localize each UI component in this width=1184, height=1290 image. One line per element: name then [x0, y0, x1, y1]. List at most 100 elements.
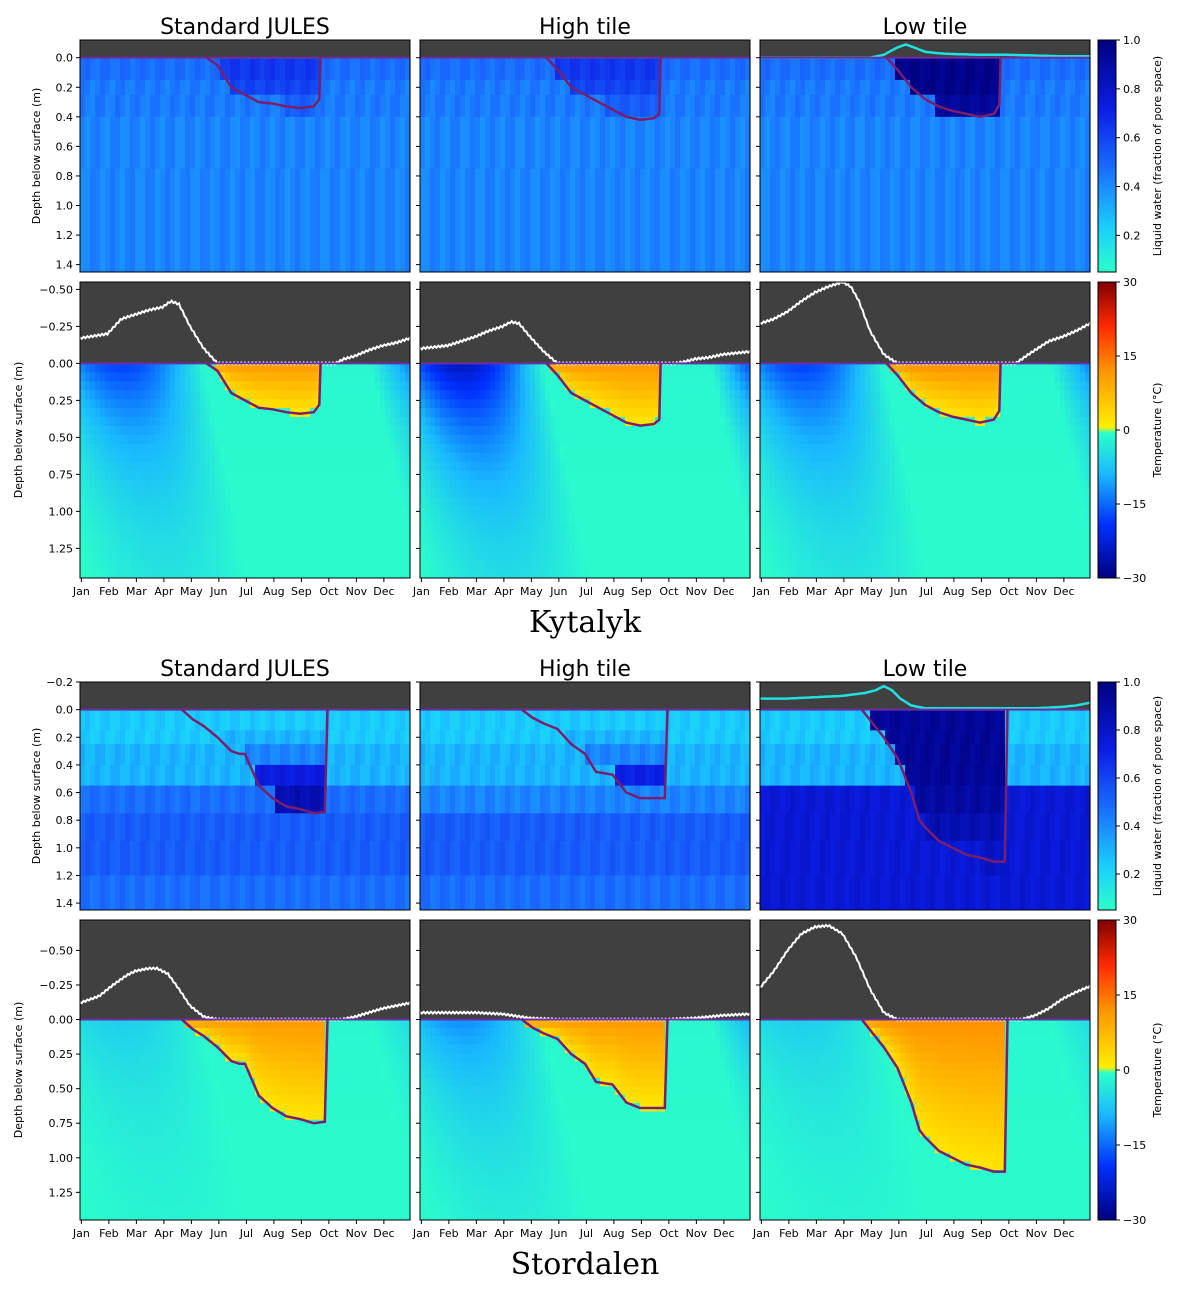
temp-cell — [475, 425, 481, 436]
y-tick-label: 0.50 — [49, 431, 74, 444]
temp-cell — [545, 551, 551, 561]
temp-cell — [365, 506, 371, 516]
temp-cell — [830, 452, 836, 463]
temp-cell — [590, 479, 596, 489]
temp-cell — [525, 542, 531, 552]
temp-cell — [635, 551, 641, 561]
temp-cell — [540, 479, 546, 489]
temp-cell — [810, 408, 816, 418]
temp-cell — [685, 551, 691, 561]
temp-cell — [385, 569, 391, 579]
temp-cell — [505, 497, 511, 507]
temp-cell — [540, 506, 546, 516]
water-cell — [655, 168, 661, 273]
water-cell — [525, 168, 531, 273]
temp-cell — [100, 443, 106, 454]
temp-cell — [355, 372, 361, 382]
water-cell — [620, 168, 626, 273]
temp-cell — [125, 506, 131, 516]
temp-cell — [520, 390, 526, 400]
water-cell — [575, 94, 581, 118]
temp-cell — [815, 443, 821, 454]
water-cell — [665, 79, 671, 95]
water-cell — [210, 168, 216, 273]
temp-cell — [560, 497, 566, 507]
temp-cell — [725, 506, 731, 516]
temp-cell — [895, 524, 901, 534]
temp-cell — [700, 417, 706, 427]
temp-cell — [450, 488, 456, 498]
temp-cell — [600, 399, 606, 409]
water-cell — [1030, 116, 1036, 169]
temp-cell — [155, 479, 161, 489]
temp-cell — [315, 461, 321, 472]
temp-cell — [250, 461, 256, 472]
temp-cell — [420, 551, 426, 561]
water-cell — [1010, 168, 1016, 273]
temp-cell — [395, 399, 401, 409]
temp-cell — [860, 488, 866, 498]
temp-cell — [335, 524, 341, 534]
temp-cell — [85, 363, 91, 373]
water-cell — [425, 79, 431, 95]
temp-cell — [580, 569, 586, 579]
temp-cell — [510, 381, 516, 391]
temp-cell — [875, 497, 881, 507]
temp-cell — [530, 425, 536, 436]
temp-cell — [165, 515, 171, 525]
temp-cell — [540, 443, 546, 454]
temp-cell — [695, 425, 701, 436]
temp-cell — [665, 560, 671, 570]
water-cell — [640, 57, 646, 81]
temp-cell — [290, 390, 296, 400]
temp-cell — [570, 470, 576, 481]
temp-cell — [390, 524, 396, 534]
temp-cell — [520, 479, 526, 489]
temp-cell — [385, 434, 391, 445]
temp-cell — [650, 515, 656, 525]
temp-cell — [315, 542, 321, 552]
water-cell — [170, 57, 176, 81]
temp-cell — [690, 506, 696, 516]
water-cell — [145, 94, 151, 118]
temp-cell — [460, 470, 466, 481]
temp-cell — [170, 488, 176, 498]
site-title-stordalen: Stordalen — [511, 1247, 660, 1282]
temp-cell — [680, 515, 686, 525]
temp-cell — [775, 524, 781, 534]
water-cell — [1040, 116, 1046, 169]
temp-cell — [345, 452, 351, 463]
temp-cell — [185, 533, 191, 543]
water-cell — [350, 94, 356, 118]
temp-cell — [125, 524, 131, 534]
temp-cell — [135, 533, 141, 543]
temp-cell — [660, 569, 666, 579]
temp-cell — [315, 479, 321, 489]
temp-cell — [875, 569, 881, 579]
temp-cell — [95, 479, 101, 489]
temp-cell — [330, 560, 336, 570]
temp-cell — [135, 497, 141, 507]
temp-cell — [100, 506, 106, 516]
water-cell — [935, 57, 941, 81]
temp-cell — [360, 533, 366, 543]
temp-cell — [345, 488, 351, 498]
temp-cell — [630, 497, 636, 507]
temp-cell — [255, 551, 261, 561]
temp-cell — [110, 470, 116, 481]
temp-cell — [515, 443, 521, 454]
temp-cell — [660, 551, 666, 561]
temp-cell — [175, 488, 181, 498]
temp-cell — [125, 425, 131, 436]
temp-cell — [740, 542, 746, 552]
water-cell — [915, 94, 921, 118]
temp-cell — [120, 488, 126, 498]
temp-cell — [300, 399, 306, 409]
temp-cell — [480, 488, 486, 498]
temp-cell — [565, 363, 571, 373]
temp-cell — [515, 372, 521, 382]
temp-cell — [745, 443, 751, 454]
temp-cell — [545, 497, 551, 507]
temp-cell — [390, 425, 396, 436]
temp-cell — [460, 434, 466, 445]
